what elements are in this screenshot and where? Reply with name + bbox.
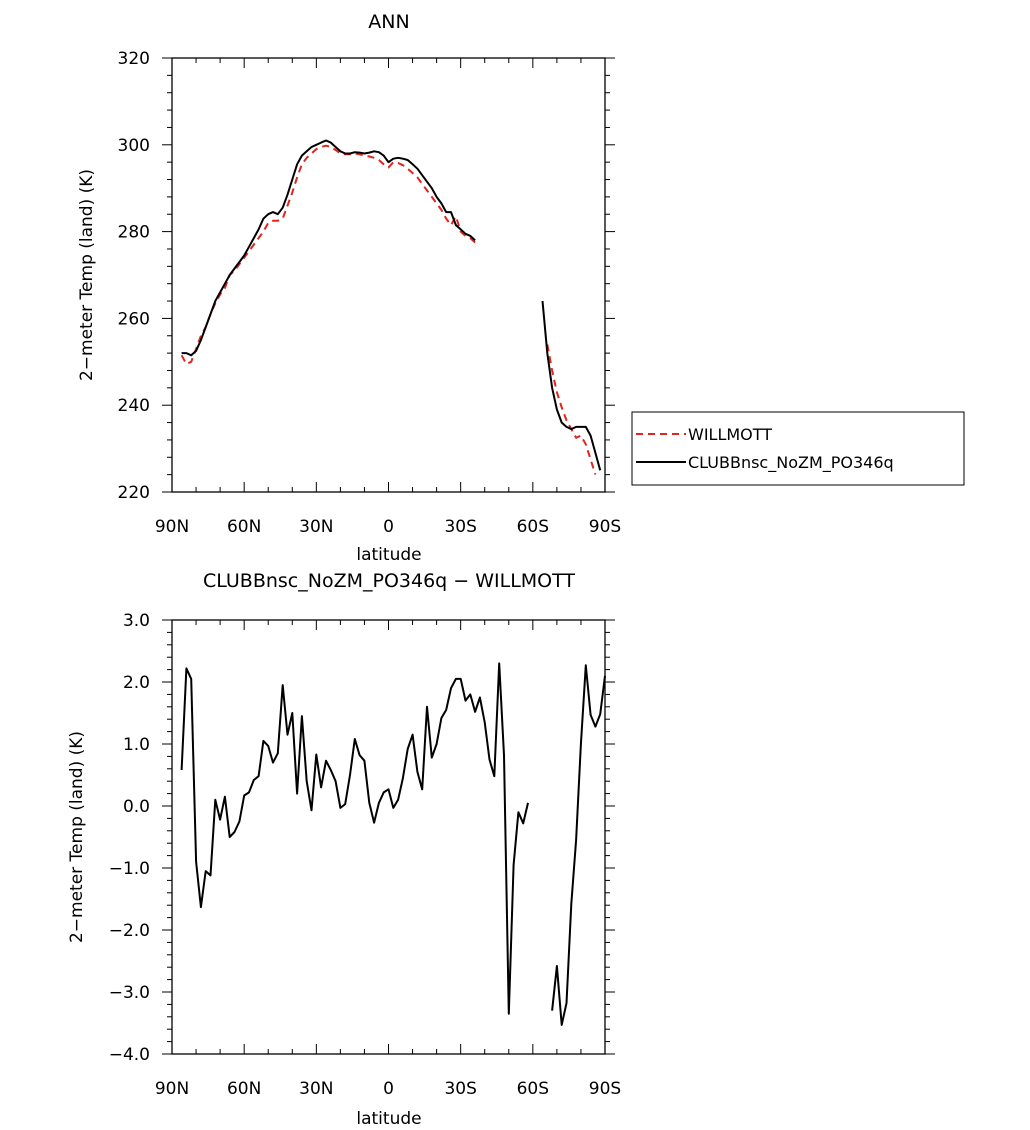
temperature-series-1-line-segment-0 <box>181 139 476 357</box>
temperature-x-tick-label: 60N <box>227 517 261 537</box>
difference-y-tick-label: −1.0 <box>109 859 150 879</box>
difference-series-0-line-segment-0 <box>180 662 529 1015</box>
temperature-x-tick-label: 60S <box>517 517 549 537</box>
temperature-y-tick-label: 220 <box>118 483 150 503</box>
temperature-plot-frame <box>171 57 606 493</box>
legend: WILLMOTT CLUBBnsc_NoZM_PO346q <box>631 411 965 486</box>
difference-plot-frame <box>171 619 606 1055</box>
legend-box <box>631 411 965 486</box>
temperature-panel-title: ANN <box>368 11 409 33</box>
temperature-x-axis-label: latitude <box>356 545 421 565</box>
difference-x-tick-label: 30S <box>444 1079 476 1099</box>
temperature-series-1-line-segment-1 <box>541 300 602 471</box>
temperature-y-axis-label: 2−meter Temp (land) (K) <box>77 169 97 381</box>
difference-x-tick-label: 60N <box>227 1079 261 1099</box>
temperature-series-0-line-segment-1 <box>546 344 597 475</box>
temperature-x-tick-label: 0 <box>383 517 394 537</box>
legend-label-willmott: WILLMOTT <box>688 425 772 444</box>
temperature-x-tick-label: 90N <box>155 517 189 537</box>
temperature-series <box>180 139 602 475</box>
temperature-y-tick-label: 320 <box>118 49 150 69</box>
difference-series-0-line-segment-1 <box>551 664 606 1026</box>
temperature-series-0-line-segment-0 <box>180 144 476 365</box>
difference-y-tick-label: −2.0 <box>109 921 150 941</box>
difference-y-tick-label: −4.0 <box>109 1045 150 1065</box>
difference-x-axis-label: latitude <box>356 1109 421 1129</box>
temperature-x-tick-label: 30S <box>444 517 476 537</box>
difference-y-tick-label: −3.0 <box>109 983 150 1003</box>
temperature-y-tick-label: 280 <box>118 223 150 243</box>
difference-x-tick-label: 30N <box>299 1079 333 1099</box>
difference-y-tick-label: 0.0 <box>123 797 150 817</box>
difference-series <box>180 662 606 1026</box>
difference-x-tick-label: 60S <box>517 1079 549 1099</box>
difference-y-tick-label: 3.0 <box>123 611 150 631</box>
difference-x-tick-label: 90S <box>589 1079 621 1099</box>
difference-x-tick-label: 0 <box>383 1079 394 1099</box>
temperature-y-tick-label: 300 <box>118 136 150 156</box>
legend-label-clubb: CLUBBnsc_NoZM_PO346q <box>688 453 894 473</box>
difference-ticks: 90N 60N 30N 0 30S 60S 90S −4.0 −3.0 −2.0 −1.0 0.0 1.… <box>109 611 622 1099</box>
temperature-y-tick-label: 260 <box>118 309 150 329</box>
temperature-y-tick-label: 240 <box>118 396 150 416</box>
difference-panel: CLUBBnsc_NoZM_PO346q − WILLMOTT 2−meter … <box>67 570 621 1129</box>
difference-y-tick-label: 1.0 <box>123 735 150 755</box>
difference-y-tick-label: 2.0 <box>123 673 150 693</box>
temperature-panel: ANN 2−meter Temp (land) (K) latitude 90N… <box>77 11 621 565</box>
difference-x-tick-label: 90N <box>155 1079 189 1099</box>
temperature-x-tick-label: 30N <box>299 517 333 537</box>
difference-y-axis-label: 2−meter Temp (land) (K) <box>67 731 87 943</box>
temperature-x-tick-label: 90S <box>589 517 621 537</box>
temperature-ticks: 90N 60N 30N 0 30S 60S 90S 220 240 260 280 300 320 <box>118 49 622 537</box>
difference-panel-title: CLUBBnsc_NoZM_PO346q − WILLMOTT <box>203 570 575 592</box>
